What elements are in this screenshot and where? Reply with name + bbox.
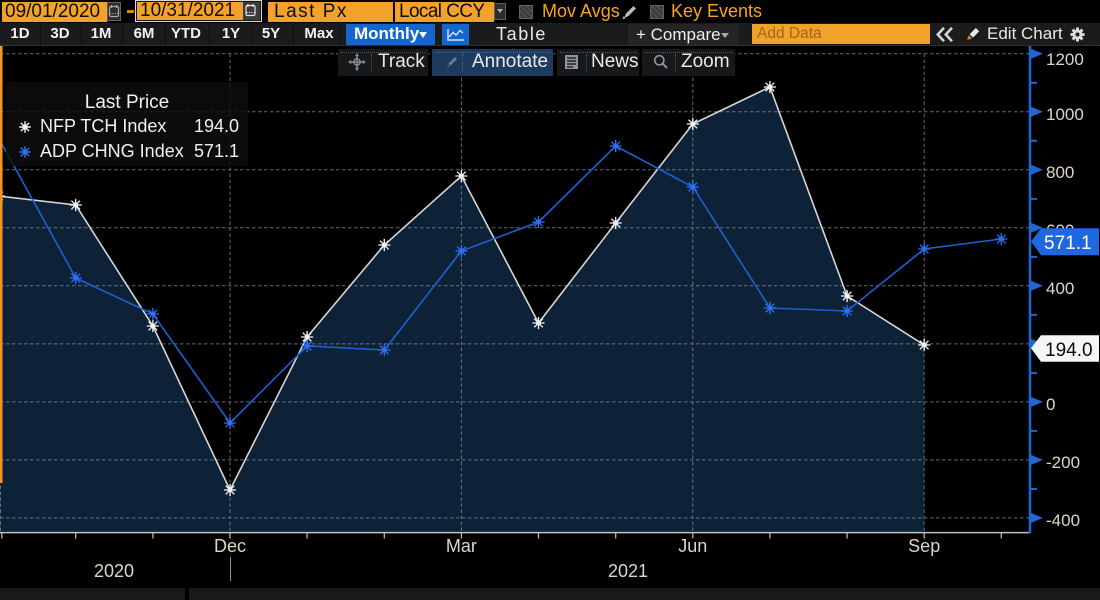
svg-text:Mar: Mar xyxy=(446,536,477,556)
svg-text:194.0: 194.0 xyxy=(1045,340,1093,361)
svg-text:Dec: Dec xyxy=(214,536,246,556)
svg-text:-200: -200 xyxy=(1046,453,1080,472)
svg-text:2020: 2020 xyxy=(94,561,134,581)
svg-text:Jun: Jun xyxy=(678,536,707,556)
svg-text:1000: 1000 xyxy=(1046,105,1084,124)
svg-text:400: 400 xyxy=(1046,279,1074,298)
svg-text:Sep: Sep xyxy=(908,536,940,556)
svg-text:2021: 2021 xyxy=(608,561,648,581)
svg-text:800: 800 xyxy=(1046,163,1074,182)
svg-text:-400: -400 xyxy=(1046,511,1080,530)
svg-text:571.1: 571.1 xyxy=(1044,233,1092,254)
svg-text:1200: 1200 xyxy=(1046,50,1084,69)
svg-text:0: 0 xyxy=(1046,395,1055,414)
